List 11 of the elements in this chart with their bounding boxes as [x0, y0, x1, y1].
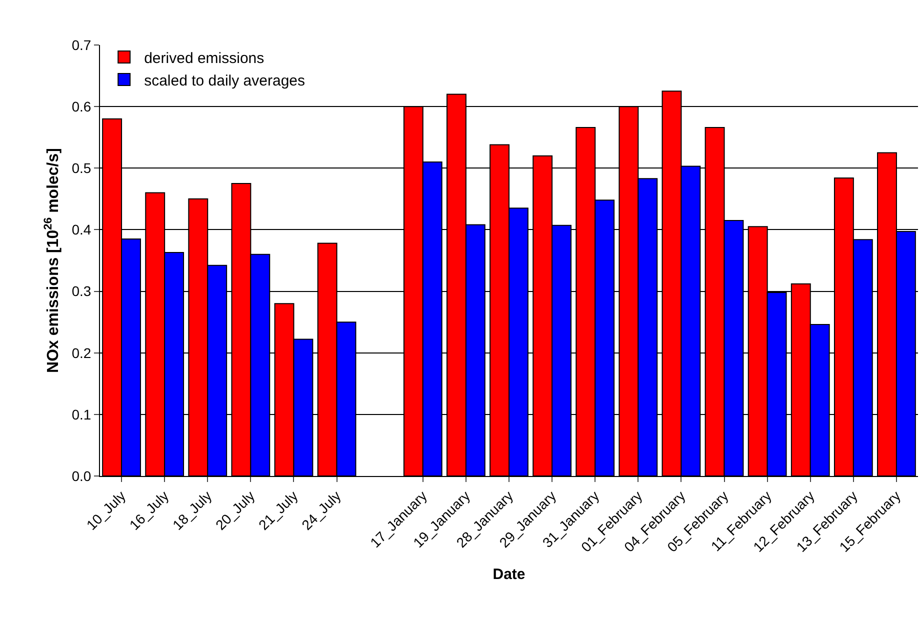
y-tick-label: 0.2: [72, 344, 92, 361]
y-tick-label: 0.5: [72, 160, 92, 176]
legend-label: derived emissions: [144, 50, 264, 67]
y-tick-label: 0.7: [72, 36, 92, 53]
y-tick-label: 0.1: [72, 406, 92, 422]
x-axis-title: Date: [492, 566, 526, 584]
y-tick-label: 0.4: [72, 222, 92, 238]
legend-label: scaled to daily averages: [144, 72, 306, 90]
y-tick-label: 0.0: [72, 468, 92, 484]
y-tick-label: 0.6: [72, 98, 92, 114]
y-tick-label: 0.3: [72, 283, 92, 300]
